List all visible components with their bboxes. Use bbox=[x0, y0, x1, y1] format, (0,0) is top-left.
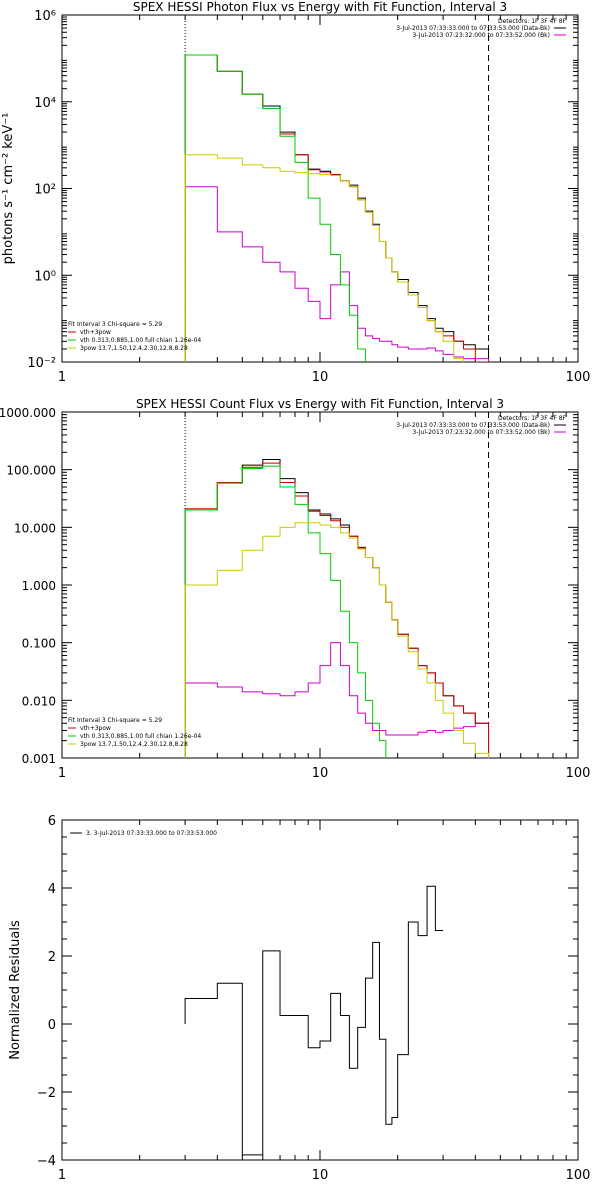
y-tick-label: 0.010 bbox=[22, 694, 56, 708]
legend-fit-entry: vth 0.313,0.885,1.00 full chian 1.26e-04 bbox=[80, 733, 201, 740]
y-tick-label: 10⁶ bbox=[34, 9, 56, 24]
y-axis-label: Normalized Residuals bbox=[8, 920, 23, 1060]
series-line-bk bbox=[184, 642, 490, 758]
legend-top-entry: 3-Jul-2013 07:23:32.000 to 07:33:52.000 … bbox=[412, 32, 550, 39]
x-tick-label: 100 bbox=[566, 766, 591, 781]
series-group bbox=[184, 459, 490, 758]
y-tick-label: −2 bbox=[37, 1086, 56, 1101]
chart-title: SPEX HESSI Count Flux vs Energy with Fit… bbox=[136, 397, 504, 411]
y-tick-label: 100.000 bbox=[6, 464, 56, 478]
y-tick-label: 0.100 bbox=[22, 637, 56, 651]
x-tick-label: 10 bbox=[312, 766, 329, 781]
series-group bbox=[184, 885, 444, 1156]
y-tick-label: 0.001 bbox=[22, 752, 56, 766]
legend-fit-entry: Fit Interval 3 Chi-square = 5.29 bbox=[68, 717, 162, 724]
legend-fit-entry: Fit Interval 3 Chi-square = 5.29 bbox=[68, 321, 162, 328]
series-group bbox=[184, 54, 490, 362]
x-tick-label: 100 bbox=[566, 1168, 591, 1183]
series-line-bk bbox=[184, 186, 490, 362]
legend-top-entry: Detectors: 1F 3F 4F 8F bbox=[498, 415, 567, 422]
y-tick-label: 10⁴ bbox=[34, 96, 56, 111]
y-tick-label: 10.000 bbox=[14, 521, 56, 535]
y-tick-label: 10⁻² bbox=[27, 356, 56, 371]
series-line-3pow bbox=[184, 154, 465, 362]
legend-fit-entry: 3pow 13.7,1.50,12.4,2.30,12.8,8.28 bbox=[80, 741, 188, 748]
x-tick-label: 1 bbox=[58, 370, 66, 385]
y-tick-label: −4 bbox=[37, 1154, 56, 1169]
chart-title: SPEX HESSI Photon Flux vs Energy with Fi… bbox=[133, 0, 507, 14]
x-tick-label: 10 bbox=[312, 1168, 329, 1183]
x-tick-label: 1 bbox=[58, 766, 66, 781]
x-tick-label: 10 bbox=[312, 370, 329, 385]
legend-entry: 3. 3-Jul-2013 07:33:33.000 to 07:33:53.0… bbox=[86, 830, 217, 837]
x-tick-label: 100 bbox=[566, 370, 591, 385]
y-tick-label: 10⁰ bbox=[34, 269, 56, 284]
series-line-vth bbox=[184, 54, 366, 362]
y-tick-label: 2 bbox=[48, 950, 56, 965]
legend-top-entry: Detectors: 1F 3F 4F 8F bbox=[498, 18, 567, 25]
x-tick-label: 1 bbox=[58, 1168, 66, 1183]
legend-top-entry: 3-Jul-2013 07:33:33.000 to 07:33:53.000 … bbox=[396, 422, 550, 429]
series-line-3-3-jul-2013-07-33-33-000-to-07-33-53-000 bbox=[184, 885, 444, 1156]
y-tick-label: 1.000 bbox=[22, 579, 56, 593]
y-tick-label: 0 bbox=[48, 1018, 56, 1033]
y-tick-label: 10² bbox=[34, 183, 56, 198]
legend-fit-entry: vth+3pow bbox=[80, 725, 111, 732]
y-tick-label: 1000.000 bbox=[0, 406, 56, 420]
legend-top-entry: 3-Jul-2013 07:33:33.000 to 07:33:53.000 … bbox=[396, 25, 550, 32]
plot-panel-2: SPEX HESSI Count Flux vs Energy with Fit… bbox=[0, 397, 590, 781]
legend-top-entry: 3-Jul-2013 07:23:32.000 to 07:33:52.000 … bbox=[412, 429, 550, 436]
series-line-vth bbox=[184, 465, 387, 758]
plot-panel-1: SPEX HESSI Photon Flux vs Energy with Fi… bbox=[1, 0, 590, 385]
legend-fit-entry: vth+3pow bbox=[80, 329, 111, 336]
legend-fit-entry: vth 0.313,0.885,1.00 full chian 1.26e-04 bbox=[80, 337, 201, 344]
plot-panel-3: Normalized Residuals 1 10 100 −4 −2 0 2 4 6 3. 3-J… bbox=[8, 814, 590, 1183]
y-axis-label: photons s⁻¹ cm⁻² keV⁻¹ bbox=[1, 113, 16, 265]
y-tick-label: 4 bbox=[48, 882, 56, 897]
legend-fit-entry: 3pow 13.7,1.50,12.4,2.30,12.8,8.28 bbox=[80, 345, 188, 352]
series-line-3pow bbox=[184, 522, 490, 758]
y-tick-label: 6 bbox=[48, 814, 56, 829]
